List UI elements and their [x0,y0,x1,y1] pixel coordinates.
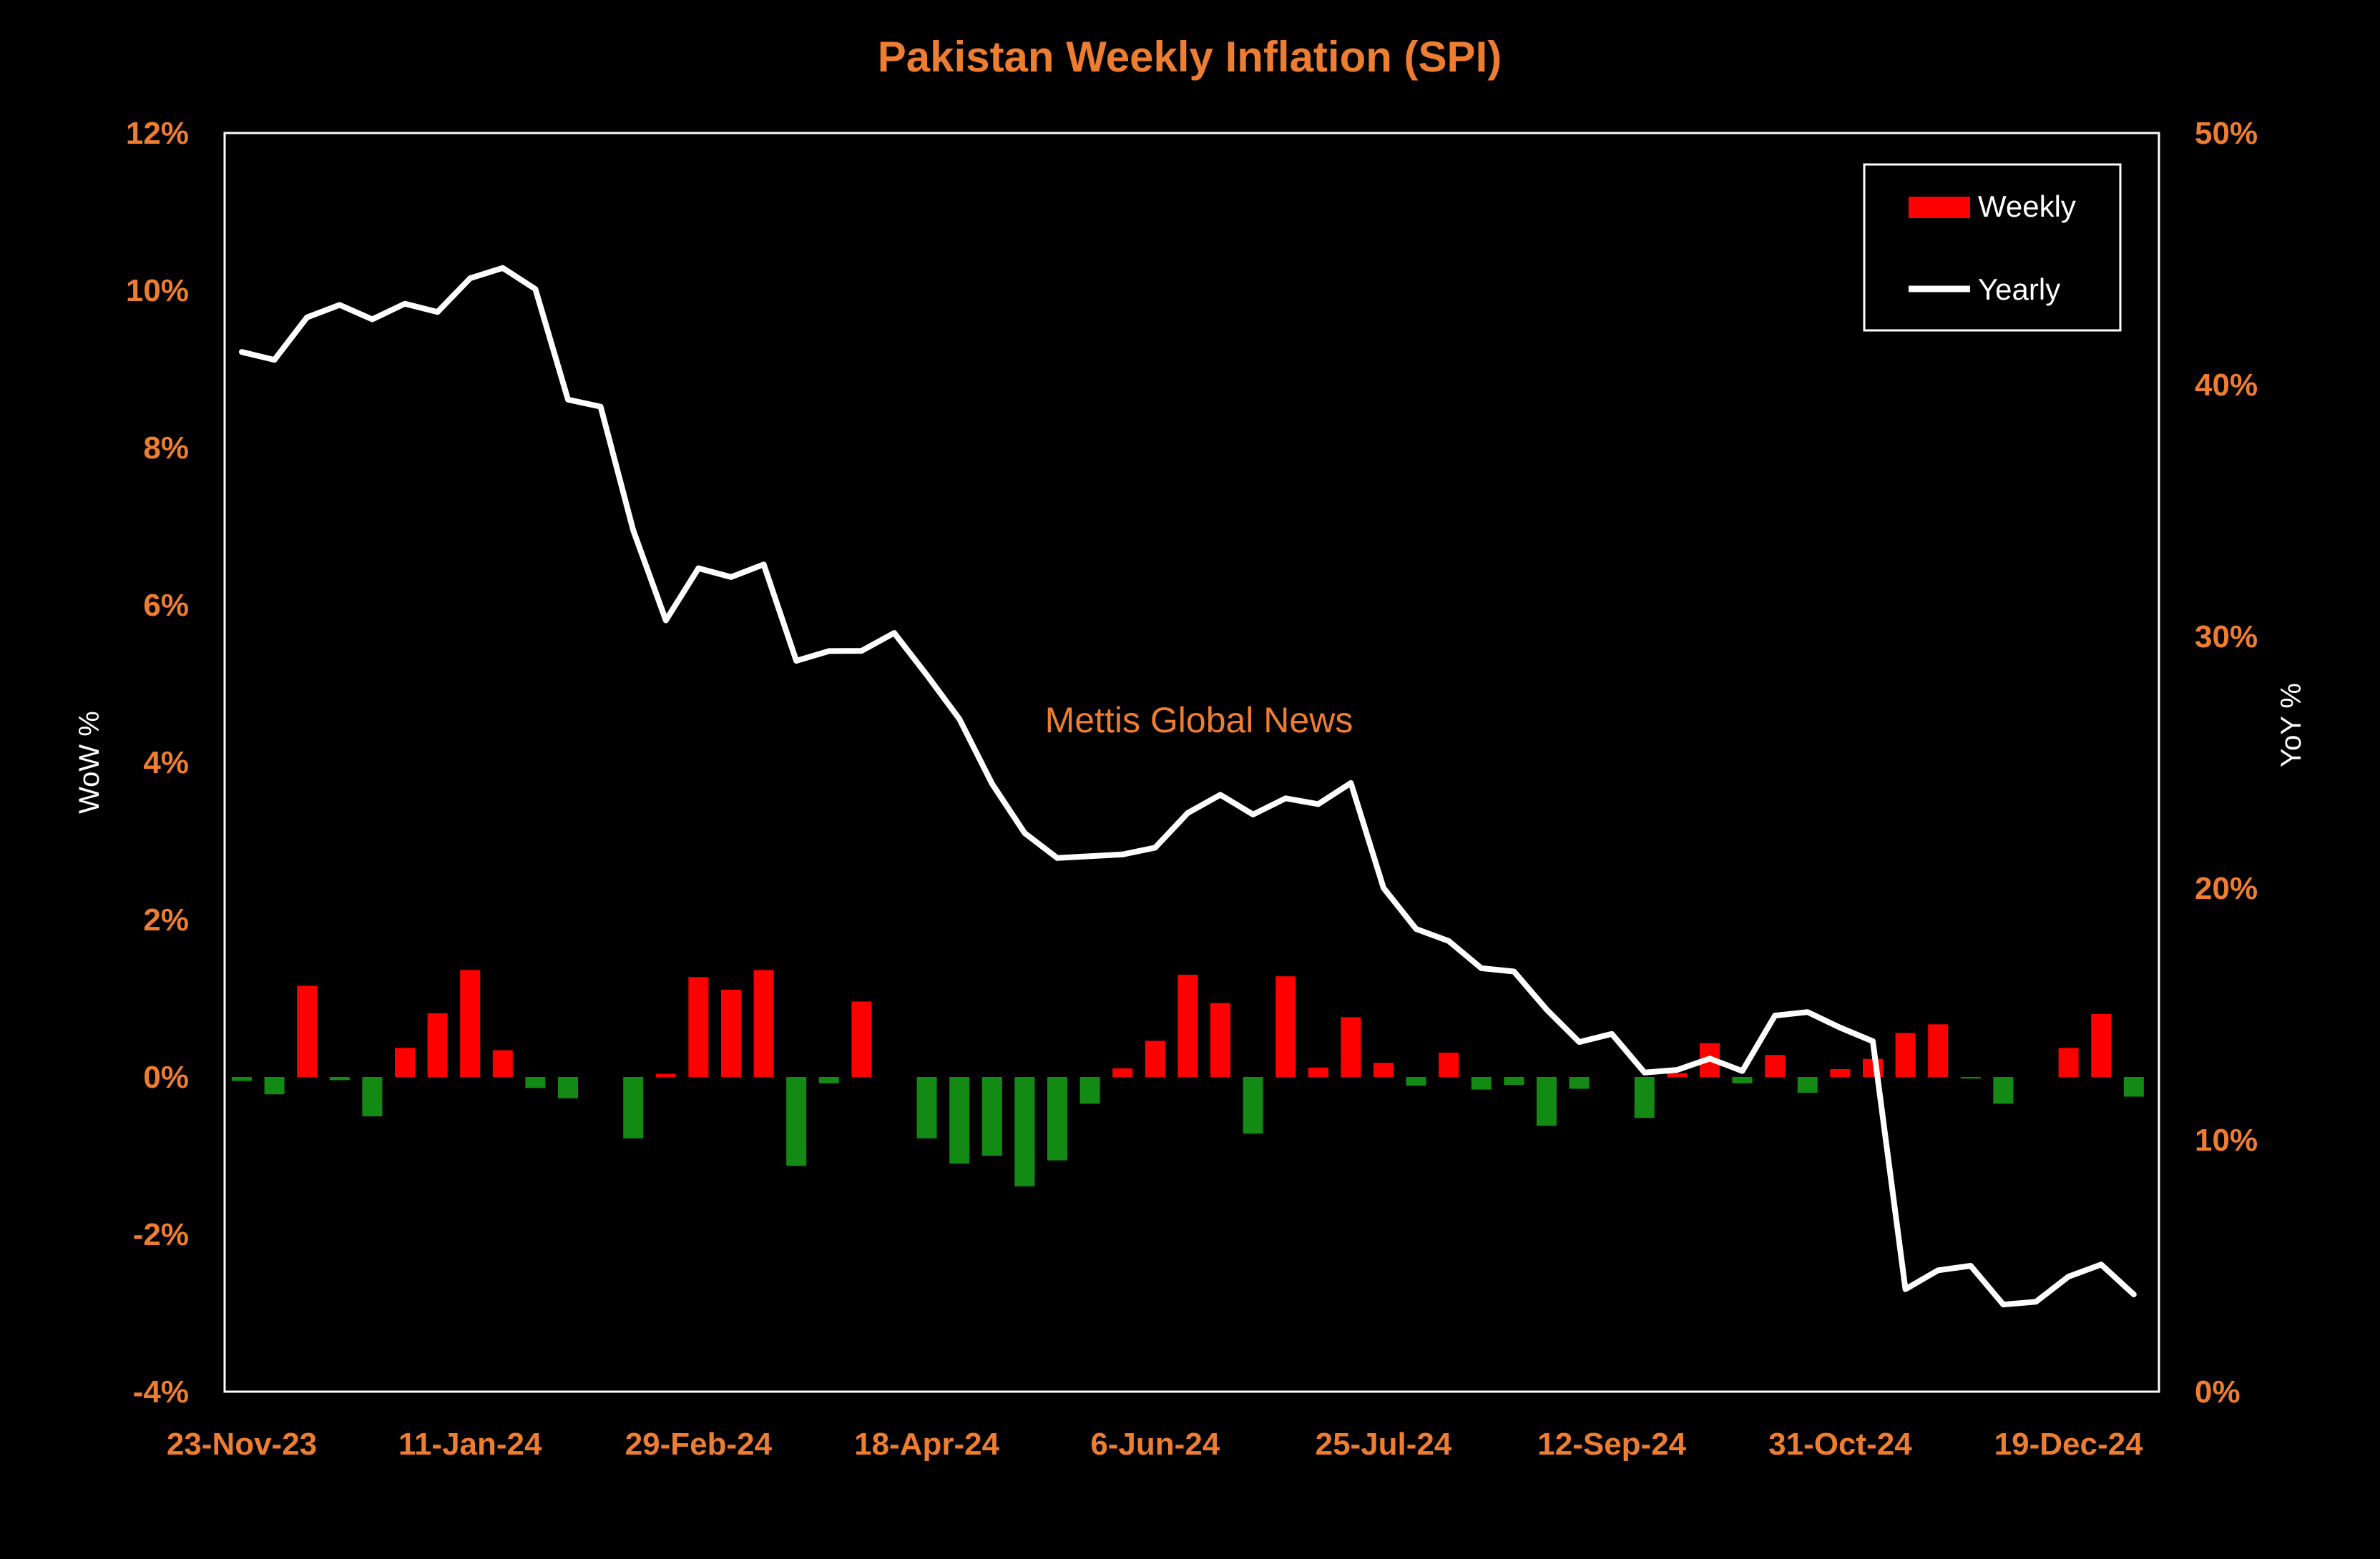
legend-weekly-label: Weekly [1978,190,2076,223]
weekly-bar [688,977,709,1077]
weekly-bar [492,1050,513,1077]
left-tick-label: 12% [126,116,189,151]
weekly-bar [623,1077,644,1138]
x-tick-label: 18-Apr-24 [854,1427,999,1462]
right-tick-label: 20% [2195,871,2258,906]
weekly-bar [1993,1077,2014,1104]
weekly-bar [1079,1077,1100,1104]
weekly-bar [1765,1055,1786,1077]
x-axis-ticks: 23-Nov-23 11-Jan-24 29-Feb-24 18-Apr-24 6-Ju… [167,1427,2143,1462]
left-tick-label: 8% [143,431,189,466]
right-tick-label: 30% [2195,619,2258,654]
weekly-bar [818,1077,839,1083]
weekly-bar [1275,976,1296,1077]
plot-area-frame [223,132,2160,1393]
weekly-bar [721,989,741,1077]
right-axis-ticks: 0% 10% 20% 30% 40% 50% [2195,116,2258,1410]
x-tick-label: 11-Jan-24 [398,1427,542,1462]
weekly-bar [297,985,318,1077]
weekly-bar [1341,1017,1361,1077]
weekly-bars [232,970,2144,1186]
x-tick-label: 19-Dec-24 [1994,1427,2143,1462]
x-tick-label: 29-Feb-24 [625,1427,773,1462]
weekly-bar [460,970,481,1077]
weekly-bar [1634,1077,1655,1118]
weekly-bar [2058,1048,2079,1077]
weekly-bar [1243,1077,1263,1134]
left-axis-ticks: -4% -2% 0% 2% 4% 6% 8% 10% 12% [126,116,189,1410]
weekly-bar [916,1077,937,1138]
weekly-bar [1471,1077,1492,1090]
right-tick-label: 40% [2195,368,2258,403]
weekly-bar [1308,1067,1328,1077]
watermark-text: Mettis Global News [1045,700,1353,740]
legend: Weekly Yearly [1863,163,2122,332]
yearly-line-layer [239,265,2137,1308]
x-tick-label: 23-Nov-23 [167,1427,317,1462]
weekly-bar [1732,1077,1753,1083]
weekly-bar [1373,1063,1394,1077]
weekly-bar [264,1077,285,1095]
right-axis-title: YoY % [2276,683,2307,767]
weekly-bar [1177,975,1198,1077]
weekly-bar [1439,1052,1459,1077]
weekly-bar [1145,1041,1165,1077]
left-tick-label: 0% [143,1060,189,1095]
x-tick-label: 25-Jul-24 [1316,1427,1452,1462]
left-tick-label: 6% [143,588,189,623]
weekly-bar [1569,1077,1590,1089]
weekly-bar [2123,1077,2144,1097]
x-tick-label: 31-Oct-24 [1768,1427,1912,1462]
left-tick-label: 10% [126,273,189,308]
left-axis-title: WoW % [74,711,105,814]
right-tick-label: 0% [2195,1374,2241,1410]
weekly-bar [1537,1077,1557,1126]
weekly-bar [1928,1024,1949,1077]
weekly-bar [1112,1068,1133,1077]
weekly-bar [232,1077,252,1081]
legend-weekly-swatch [1909,197,1970,218]
weekly-bar [1014,1077,1035,1186]
weekly-bar [1895,1033,1916,1077]
right-tick-label: 10% [2195,1123,2258,1158]
weekly-bar [1797,1077,1818,1093]
weekly-bar [1504,1077,1524,1085]
weekly-bar [362,1077,383,1116]
x-tick-label: 6-Jun-24 [1090,1427,1220,1462]
weekly-bar [949,1077,970,1164]
weekly-bar [558,1077,578,1098]
weekly-bar [1960,1077,1981,1079]
left-tick-label: 4% [143,745,189,780]
weekly-bar [1047,1077,1067,1161]
weekly-bar [329,1077,350,1081]
left-tick-label: 2% [143,903,189,938]
legend-box [1863,163,2122,332]
x-tick-label: 12-Sep-24 [1537,1427,1686,1462]
weekly-bar [981,1077,1002,1156]
weekly-bar [655,1073,676,1077]
weekly-bar [851,1001,872,1077]
weekly-bar [1406,1077,1426,1086]
weekly-bar [525,1077,546,1088]
yearly-line [239,265,2137,1308]
left-tick-label: -4% [133,1374,189,1410]
weekly-bar [753,970,774,1077]
weekly-bar [1210,1003,1230,1077]
right-tick-label: 50% [2195,116,2258,151]
weekly-bar [1830,1069,1851,1077]
left-tick-label: -2% [133,1217,189,1252]
weekly-bar [427,1013,448,1077]
weekly-bar [395,1048,415,1077]
chart-title: Pakistan Weekly Inflation (SPI) [878,33,1502,81]
weekly-bar [1667,1073,1688,1077]
weekly-bar [786,1077,807,1166]
weekly-bar [2091,1014,2112,1077]
legend-yearly-label: Yearly [1978,272,2060,306]
